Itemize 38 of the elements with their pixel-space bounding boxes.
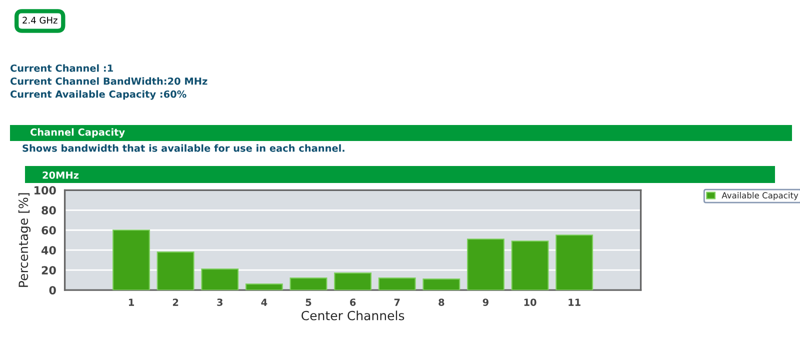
y-tick-label: 100 (34, 186, 56, 195)
bar (245, 284, 283, 290)
bar (422, 278, 460, 290)
y-tick-label: 0 (49, 286, 56, 294)
x-tick-label: 1 (128, 298, 134, 306)
bar (112, 230, 150, 290)
y-axis-title: Percentage [%] (18, 193, 30, 287)
x-tick-label: 6 (350, 298, 356, 306)
bar (556, 234, 594, 290)
x-tick-label: 11 (568, 298, 580, 306)
x-tick-label: 9 (482, 298, 488, 306)
x-axis-title: Center Channels (302, 310, 404, 320)
x-tick-label: 2 (172, 298, 178, 306)
text: 2.4 GHz (22, 16, 58, 24)
bar (511, 240, 549, 290)
x-tick-label: 10 (524, 298, 536, 306)
bar (156, 252, 194, 290)
bar (378, 278, 416, 290)
x-tick-label: 4 (261, 298, 268, 306)
text: 20MHz (42, 171, 79, 179)
x-tick-label: 5 (306, 298, 312, 306)
text: Current Channel BandWidth:20 MHz (10, 77, 208, 85)
chart-title: Channel Capacity (30, 128, 125, 138)
bar (334, 272, 372, 290)
bar (467, 238, 504, 290)
bar (290, 278, 328, 290)
x-tick-label: 7 (394, 298, 400, 306)
y-tick-label: 80 (42, 206, 56, 215)
bar (201, 268, 239, 290)
text: Current Available Capacity :60% (10, 90, 186, 100)
x-tick-label: 8 (438, 298, 444, 306)
chart-subtitle: Shows bandwidth that is available for use in each channel. (22, 144, 344, 152)
y-tick-label: 20 (42, 266, 56, 274)
y-tick-label: 60 (42, 226, 56, 235)
text: Current Channel :1 (10, 64, 113, 72)
legend-label: Available Capacity (722, 192, 798, 200)
y-tick-label: 40 (42, 246, 56, 254)
x-tick-label: 3 (217, 298, 222, 306)
